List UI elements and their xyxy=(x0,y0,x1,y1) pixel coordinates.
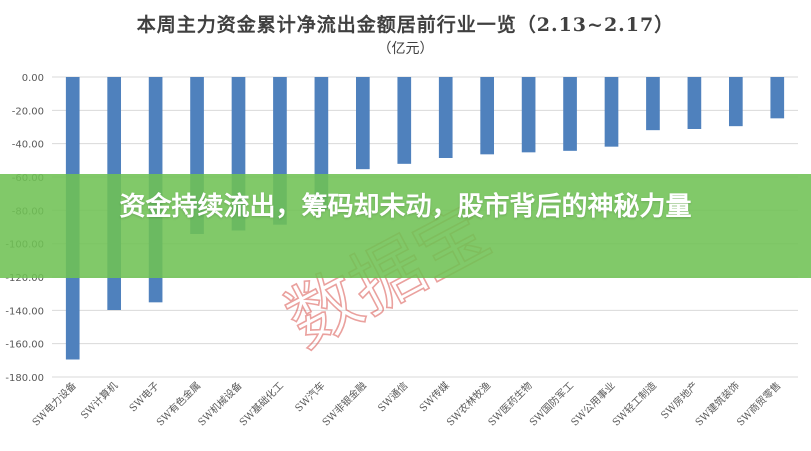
chart-subtitle: （亿元） xyxy=(377,41,434,57)
x-tick-label: SW房地产 xyxy=(658,379,701,422)
x-tick-label: SW电力设备 xyxy=(29,379,79,429)
bar xyxy=(604,77,619,147)
headline-text: 资金持续流出，筹码却未动，股市背后的神秘力量 xyxy=(119,192,692,222)
x-tick-label: SW电子 xyxy=(126,379,161,414)
x-tick-label: SW通信 xyxy=(376,380,411,415)
bar xyxy=(646,77,660,131)
bar xyxy=(728,77,743,127)
bar xyxy=(687,77,702,129)
x-tick-label: SW轻工制造 xyxy=(609,379,659,429)
x-tick-label: SW基础化工 xyxy=(236,379,286,429)
x-tick-label: SW非银金融 xyxy=(319,379,369,429)
bar xyxy=(355,77,370,170)
x-tick-label: SW商贸零售 xyxy=(734,379,784,429)
x-tick-label: SW传媒 xyxy=(417,380,452,415)
y-tick-label: -40.00 xyxy=(12,140,44,151)
y-tick-label: -160.00 xyxy=(5,340,44,351)
bar xyxy=(480,77,495,155)
y-tick-label: -120.00 xyxy=(5,273,44,284)
chart-title: 本周主力资金累计净流出金额居前行业一览（2.13~2.17） xyxy=(136,14,675,36)
bar xyxy=(770,77,785,119)
bar xyxy=(521,77,536,153)
y-tick-label: 0.00 xyxy=(22,73,44,84)
headline-banner xyxy=(0,174,811,278)
y-tick-label: -20.00 xyxy=(12,106,44,117)
bar xyxy=(438,77,453,158)
bar xyxy=(563,77,577,151)
x-tick-label: SW汽车 xyxy=(292,379,327,414)
y-tick-label: -180.00 xyxy=(5,373,44,384)
bar xyxy=(397,77,412,164)
x-tick-label: SW计算机 xyxy=(78,379,121,422)
y-tick-label: -140.00 xyxy=(5,306,44,317)
